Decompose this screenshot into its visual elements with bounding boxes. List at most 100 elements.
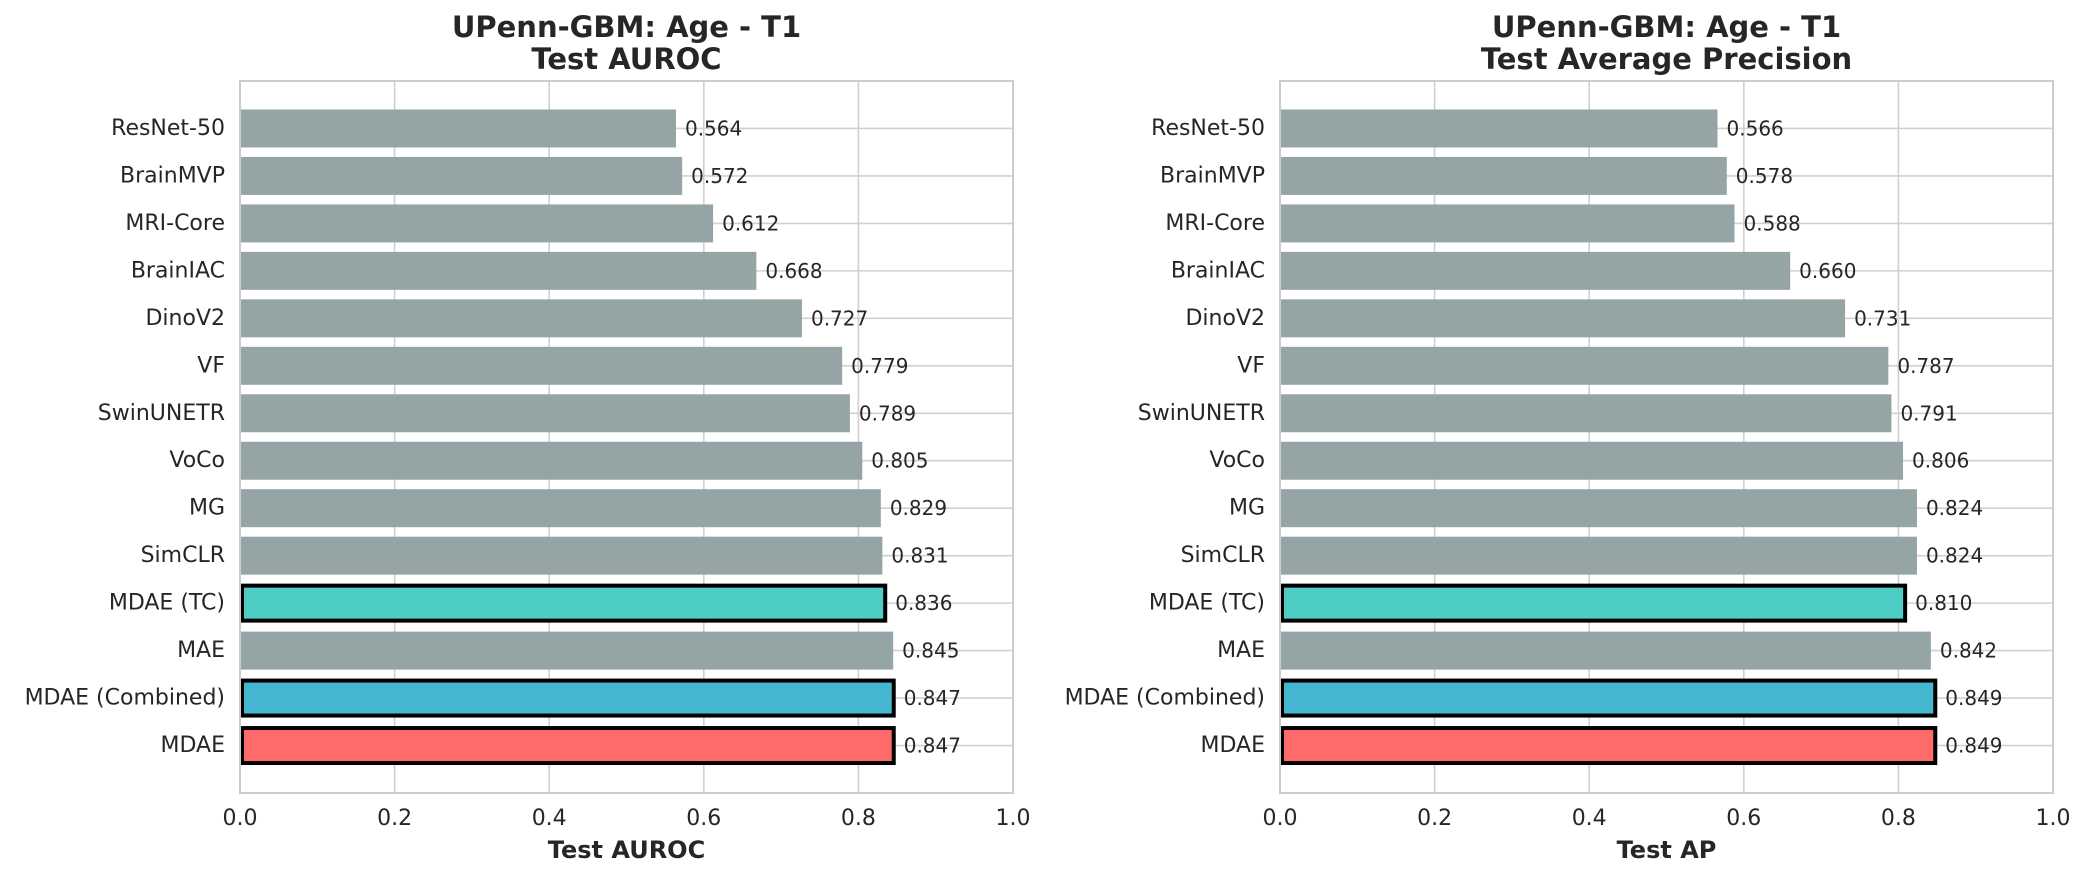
data-label: 0.588 — [1744, 211, 1801, 235]
category-tick-label: MG — [189, 496, 225, 521]
category-tick-label: VoCo — [169, 448, 225, 473]
x-tick-label: 0.8 — [841, 806, 876, 831]
data-label: 0.805 — [871, 449, 928, 473]
data-label: 0.806 — [1912, 449, 1969, 473]
chart-title: UPenn-GBM: Age - T1 — [452, 10, 801, 44]
bar — [1280, 489, 1917, 528]
bar — [240, 156, 683, 195]
bar — [1280, 536, 1917, 575]
category-tick-label: SwinUNETR — [1138, 401, 1265, 426]
category-tick-label: BrainMVP — [1160, 163, 1265, 188]
category-tick-label: SimCLR — [1181, 543, 1265, 568]
category-tick-label: VoCo — [1209, 448, 1265, 473]
bar — [240, 204, 714, 243]
plot-frame — [239, 80, 1014, 794]
bar-highlighted — [1280, 678, 1938, 718]
data-label: 0.612 — [722, 211, 779, 235]
bar — [1280, 204, 1735, 243]
bar — [1280, 441, 1904, 480]
data-label: 0.845 — [902, 639, 959, 663]
category-tick-label: DinoV2 — [1185, 306, 1265, 331]
category-tick-label: SimCLR — [141, 543, 225, 568]
data-label: 0.660 — [1799, 259, 1856, 283]
data-label: 0.727 — [811, 306, 868, 330]
category-tick-label: MDAE — [161, 733, 226, 758]
x-tick-label: 1.0 — [996, 806, 1031, 831]
data-label: 0.564 — [685, 116, 742, 140]
auroc-chart: 0.564 ResNet-50 0.572 BrainMVP 0.612 MRI-Core… — [25, 10, 1031, 864]
bar — [240, 109, 676, 148]
x-tick-label: 0.6 — [686, 806, 721, 831]
bar — [1280, 631, 1931, 670]
bar-highlighted — [240, 583, 888, 623]
category-tick-label: DinoV2 — [145, 306, 225, 331]
data-label: 0.578 — [1736, 164, 1793, 188]
x-axis-label: Test AUROC — [548, 836, 705, 864]
data-label: 0.787 — [1897, 354, 1954, 378]
category-tick-label: VF — [197, 353, 225, 378]
data-label: 0.836 — [895, 591, 952, 615]
data-label: 0.829 — [890, 496, 947, 520]
bar — [1280, 346, 1889, 385]
x-tick-label: 0.6 — [1726, 806, 1761, 831]
category-tick-label: MDAE (Combined) — [25, 686, 225, 711]
bar — [1280, 156, 1727, 195]
bar — [240, 346, 843, 385]
chart-subtitle: Test Average Precision — [1481, 42, 1852, 76]
category-tick-label: MDAE — [1201, 733, 1266, 758]
data-label: 0.849 — [1945, 686, 2002, 710]
category-tick-label: MDAE (TC) — [1149, 591, 1265, 616]
category-tick-label: MRI-Core — [1165, 211, 1265, 236]
data-label: 0.789 — [859, 401, 916, 425]
category-tick-label: MAE — [177, 638, 225, 663]
x-tick-label: 0.4 — [532, 806, 567, 831]
bar-highlighted — [1280, 583, 1908, 623]
category-tick-label: MAE — [1217, 638, 1265, 663]
x-tick-label: 0.0 — [223, 806, 258, 831]
bar — [240, 631, 894, 670]
plot-frame — [1279, 80, 2054, 794]
bar — [240, 394, 850, 433]
bar — [240, 489, 881, 528]
x-tick-label: 0.2 — [377, 806, 412, 831]
data-label: 0.810 — [1915, 591, 1972, 615]
bar — [240, 299, 802, 338]
chart-title: UPenn-GBM: Age - T1 — [1492, 10, 1841, 44]
category-tick-label: MRI-Core — [125, 211, 225, 236]
data-label: 0.831 — [891, 544, 948, 568]
category-tick-label: MDAE (TC) — [109, 591, 225, 616]
data-label: 0.791 — [1900, 401, 1957, 425]
bar — [1280, 251, 1791, 290]
data-label: 0.849 — [1945, 734, 2002, 758]
x-tick-label: 0.2 — [1417, 806, 1452, 831]
bar — [240, 251, 757, 290]
category-tick-label: BrainMVP — [120, 163, 225, 188]
auroc-chart-svg: 0.564 ResNet-50 0.572 BrainMVP 0.612 MRI-Core… — [25, 10, 1031, 864]
category-tick-label: ResNet-50 — [1151, 116, 1265, 141]
data-label: 0.847 — [904, 686, 961, 710]
data-label: 0.668 — [765, 259, 822, 283]
category-tick-label: VF — [1237, 353, 1265, 378]
data-label: 0.847 — [904, 734, 961, 758]
category-tick-label: BrainIAC — [1171, 258, 1265, 283]
data-label: 0.842 — [1940, 639, 1997, 663]
bar — [1280, 109, 1718, 148]
x-tick-label: 0.8 — [1881, 806, 1916, 831]
data-label: 0.824 — [1926, 496, 1983, 520]
category-tick-label: ResNet-50 — [111, 116, 225, 141]
data-label: 0.824 — [1926, 544, 1983, 568]
bar-highlighted — [240, 678, 896, 718]
category-tick-label: SwinUNETR — [98, 401, 225, 426]
data-label: 0.731 — [1854, 306, 1911, 330]
x-tick-label: 0.0 — [1263, 806, 1298, 831]
bar-highlighted — [240, 726, 896, 766]
data-label: 0.572 — [691, 164, 748, 188]
average-precision-chart: 0.566 ResNet-50 0.578 BrainMVP 0.588 MRI-Core… — [1040, 0, 2080, 876]
category-tick-label: MDAE (Combined) — [1065, 686, 1265, 711]
x-tick-label: 0.4 — [1572, 806, 1607, 831]
data-label: 0.779 — [851, 354, 908, 378]
chart-subtitle: Test AUROC — [531, 42, 721, 76]
bar-highlighted — [1280, 726, 1938, 766]
average-precision-chart-svg: 0.566 ResNet-50 0.578 BrainMVP 0.588 MRI-Core… — [1065, 10, 2071, 864]
bar — [1280, 394, 1892, 433]
